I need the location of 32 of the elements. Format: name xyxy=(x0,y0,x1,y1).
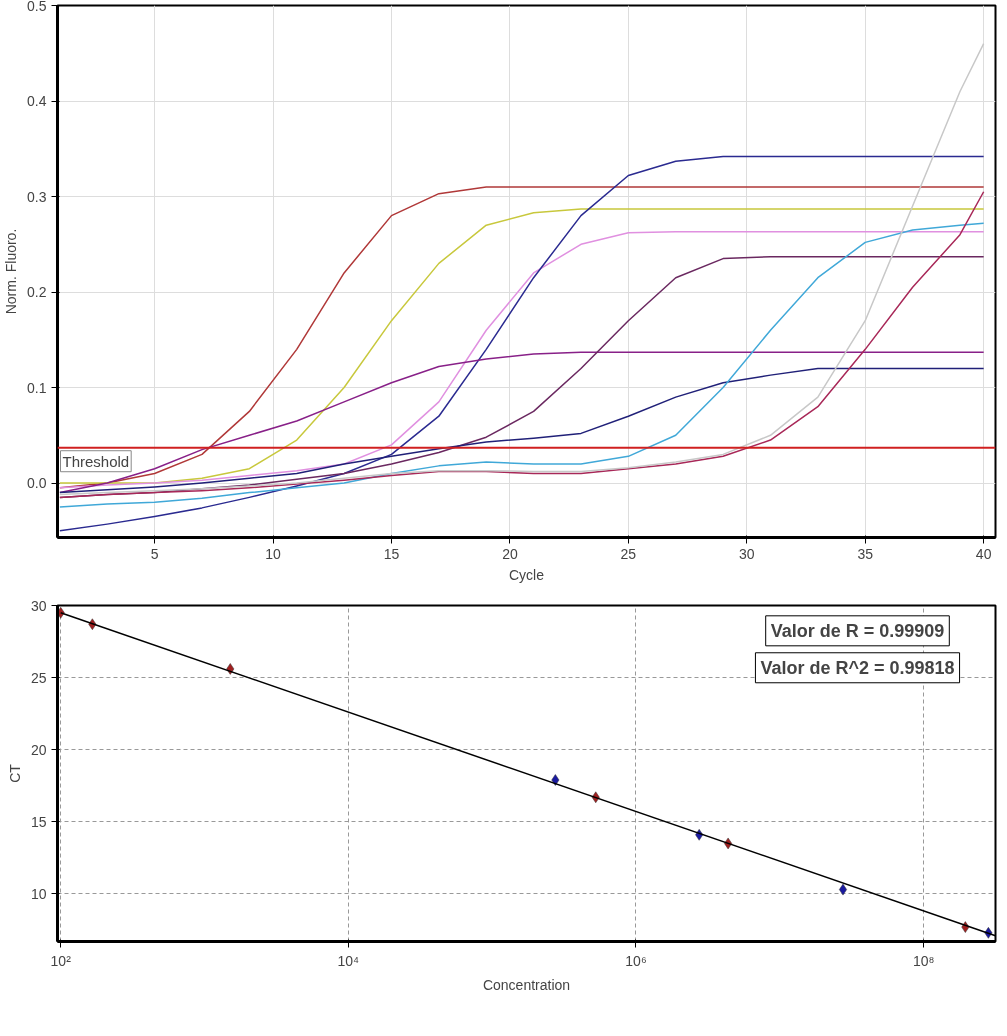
line-series xyxy=(59,42,985,496)
y-tick-label: 0.1 xyxy=(27,379,47,396)
y-tick-label: 15 xyxy=(30,813,47,830)
line-series xyxy=(59,155,985,532)
y-tick-label: 0.5 xyxy=(27,0,47,14)
x-tick-label: 35 xyxy=(857,545,874,562)
y-tick-label: 0.3 xyxy=(27,188,47,205)
x-tick-label: 10 xyxy=(265,545,282,562)
x-tick-label: 10⁸ xyxy=(912,952,935,969)
x-tick-label: 10⁴ xyxy=(337,952,360,969)
annotation: Valor de R^2 = 0.99818 xyxy=(760,657,955,678)
ref-line-label: Threshold xyxy=(62,452,130,470)
y-tick-label: 20 xyxy=(30,741,47,758)
y-axis-title: CT xyxy=(6,763,23,783)
x-axis-title: Concentration xyxy=(482,976,571,993)
annotation: Valor de R = 0.99909 xyxy=(770,620,945,641)
x-axis-title: Cycle xyxy=(509,566,545,583)
x-tick-label: 20 xyxy=(502,545,518,562)
y-tick-label: 0.0 xyxy=(27,475,47,492)
y-tick-label: 30 xyxy=(30,597,47,614)
x-tick-label: 5 xyxy=(150,545,159,562)
y-tick-label: 10 xyxy=(30,885,47,902)
y-tick-label: 25 xyxy=(30,669,47,686)
y-tick-label: 0.2 xyxy=(27,284,47,301)
y-axis-title: Norm. Fluoro. xyxy=(3,228,20,315)
x-tick-label: 15 xyxy=(383,545,400,562)
x-tick-label: 10² xyxy=(50,952,72,969)
y-tick-label: 0.4 xyxy=(27,93,47,110)
x-tick-label: 30 xyxy=(739,545,755,562)
x-tick-label: 25 xyxy=(620,545,637,562)
x-tick-label: 10⁶ xyxy=(625,952,647,969)
x-tick-label: 40 xyxy=(975,545,992,562)
